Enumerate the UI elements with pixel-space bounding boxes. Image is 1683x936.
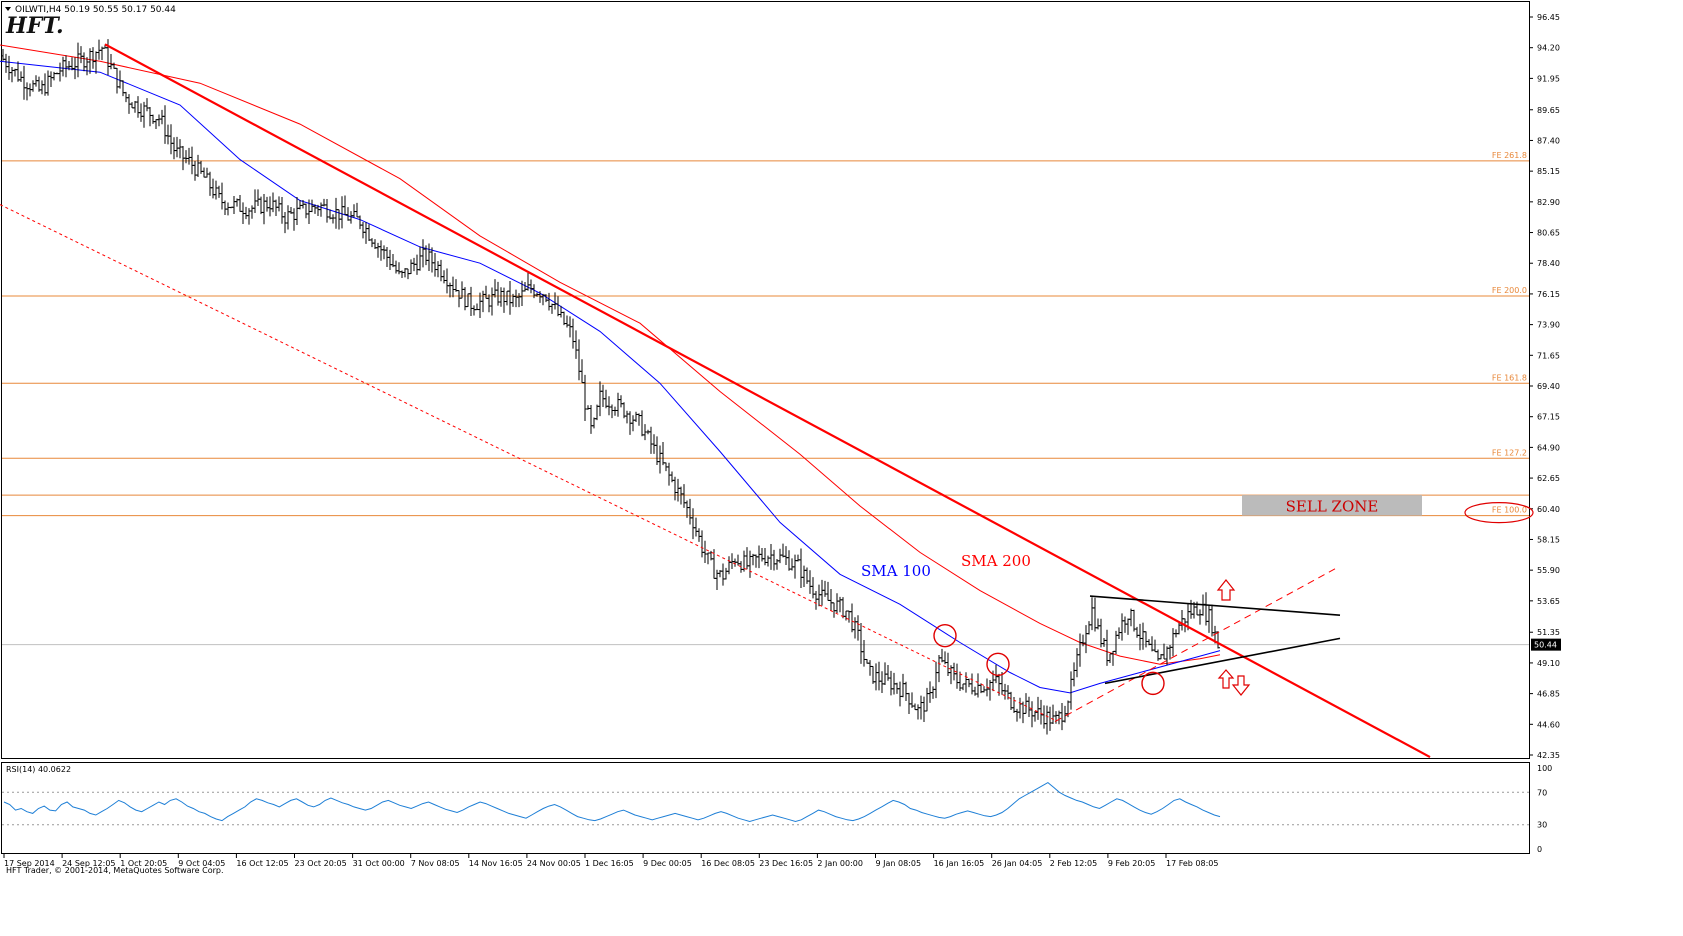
hft-logo: HFT.	[5, 13, 64, 39]
chart-markers: 50.44	[933, 579, 1561, 696]
sma100-line	[0, 60, 1221, 694]
symbol-caption: OILWTI,H4 50.19 50.55 50.17 50.44	[5, 5, 176, 15]
y-tick-label: 55.90	[1537, 566, 1560, 575]
triangle-upper-line	[1089, 595, 1341, 616]
fib-level-label: FE 261.8	[1492, 151, 1527, 160]
time-x-axis: 17 Sep 2014 24 Sep 12:05 1 Oct 20:05 9 Oct …	[3, 854, 1218, 868]
sma200-label: SMA 200	[961, 552, 1031, 570]
y-tick-label: 62.65	[1537, 474, 1560, 483]
x-tick-label: 2 Jan 00:00	[817, 859, 863, 868]
x-tick-label: 31 Oct 00:00	[353, 859, 405, 868]
touch-circle-marker	[1141, 671, 1165, 696]
x-tick-label: 16 Jan 16:05	[934, 859, 985, 868]
sma200-line	[0, 44, 1221, 665]
sell-zone-box	[1242, 495, 1422, 516]
y-tick-label: 46.85	[1537, 690, 1560, 699]
x-tick-label: 24 Sep 12:05	[62, 859, 115, 868]
x-tick-label: 17 Sep 2014	[4, 859, 55, 868]
x-tick-label: 16 Oct 12:05	[236, 859, 288, 868]
x-tick-label: 7 Nov 08:05	[411, 859, 460, 868]
y-tick-label: 67.15	[1537, 413, 1560, 422]
rsi-y-tick-label: 0	[1537, 845, 1542, 854]
breakout-up-arrow-icon	[1216, 579, 1236, 601]
price-bars	[1, 39, 1220, 735]
symbol-caption-text: OILWTI,H4 50.19 50.55 50.17 50.44	[15, 5, 176, 15]
rsi-y-tick-label: 70	[1537, 788, 1547, 797]
y-tick-label: 89.65	[1537, 106, 1560, 115]
small-up-arrow-icon	[1217, 669, 1235, 689]
sell-zone-label: SELL ZONE	[1286, 497, 1379, 515]
sell-zone: SELL ZONE	[1242, 495, 1534, 524]
main-downtrend-line	[104, 43, 1431, 759]
y-tick-label: 51.35	[1537, 628, 1560, 637]
y-tick-label: 42.35	[1537, 751, 1560, 760]
x-tick-label: 16 Dec 08:05	[701, 859, 755, 868]
y-tick-label: 44.60	[1537, 720, 1560, 729]
fib-level-label: FE 200.0	[1492, 286, 1527, 295]
y-tick-label: 69.40	[1537, 382, 1560, 391]
fib-level-label: FE 161.8	[1492, 373, 1527, 382]
x-tick-label: 9 Oct 04:05	[178, 859, 225, 868]
touch-circle-marker	[986, 652, 1010, 676]
ohlc-bar	[1216, 631, 1220, 649]
y-tick-label: 73.90	[1537, 321, 1560, 330]
x-tick-label: 14 Nov 16:05	[469, 859, 523, 868]
caption-triangle-icon	[5, 7, 11, 11]
x-tick-label: 26 Jan 04:05	[992, 859, 1043, 868]
x-tick-label: 23 Dec 16:05	[759, 859, 813, 868]
last-price-label: 50.44	[1534, 641, 1557, 650]
fe100-highlight-ellipse	[1464, 501, 1534, 524]
x-tick-label: 9 Feb 20:05	[1108, 859, 1155, 868]
y-tick-label: 71.65	[1537, 351, 1560, 360]
rsi-y-tick-label: 30	[1537, 821, 1547, 830]
moving-averages: SMA 100 SMA 200	[0, 44, 1221, 694]
y-tick-label: 80.65	[1537, 229, 1560, 238]
y-tick-label: 58.15	[1537, 535, 1560, 544]
y-tick-label: 53.65	[1537, 597, 1560, 606]
x-tick-label: 23 Oct 20:05	[295, 859, 347, 868]
x-tick-label: 17 Feb 08:05	[1166, 859, 1218, 868]
y-tick-label: 60.40	[1537, 505, 1560, 514]
x-tick-label: 24 Nov 00:05	[527, 859, 581, 868]
y-tick-label: 87.40	[1537, 136, 1560, 145]
y-tick-label: 96.45	[1537, 13, 1560, 22]
x-tick-label: 2 Feb 12:05	[1050, 859, 1097, 868]
price-y-axis: 96.45 94.20 91.95 89.65 87.40 85.15 82.90 80.65…	[1529, 13, 1560, 760]
x-tick-label: 9 Dec 00:05	[643, 859, 692, 868]
y-tick-label: 49.10	[1537, 659, 1560, 668]
support-dashed-line	[1054, 568, 1336, 723]
rsi-indicator: RSI(14) 40.0622 100 70 30 0	[2, 764, 1552, 854]
y-tick-label: 82.90	[1537, 198, 1560, 207]
rsi-title: RSI(14) 40.0622	[6, 765, 71, 774]
y-tick-label: 91.95	[1537, 74, 1560, 83]
fib-level-label: FE 100.0	[1492, 506, 1527, 515]
y-tick-label: 64.90	[1537, 443, 1560, 452]
y-tick-label: 94.20	[1537, 44, 1560, 53]
x-tick-label: 1 Dec 16:05	[585, 859, 634, 868]
rsi-y-tick-label: 100	[1537, 764, 1552, 773]
channel-dashed-line	[0, 204, 1056, 721]
breakdown-down-arrow-icon	[1231, 675, 1251, 696]
y-tick-label: 76.15	[1537, 290, 1560, 299]
footer-copyright: HFT Trader, © 2001-2014, MetaQuotes Soft…	[6, 866, 224, 875]
x-tick-label: 1 Oct 20:05	[120, 859, 167, 868]
y-tick-label: 78.40	[1537, 259, 1560, 268]
rsi-pane-frame	[1, 762, 1530, 854]
sma100-label: SMA 100	[861, 562, 931, 580]
y-tick-label: 85.15	[1537, 167, 1560, 176]
x-tick-label: 9 Jan 08:05	[876, 859, 922, 868]
last-price-tag	[1531, 638, 1561, 651]
touch-circle-marker	[933, 623, 957, 648]
price-pane-frame	[1, 1, 1530, 759]
fib-level-label: FE 127.2	[1492, 448, 1527, 457]
rsi-line	[3, 781, 1221, 823]
